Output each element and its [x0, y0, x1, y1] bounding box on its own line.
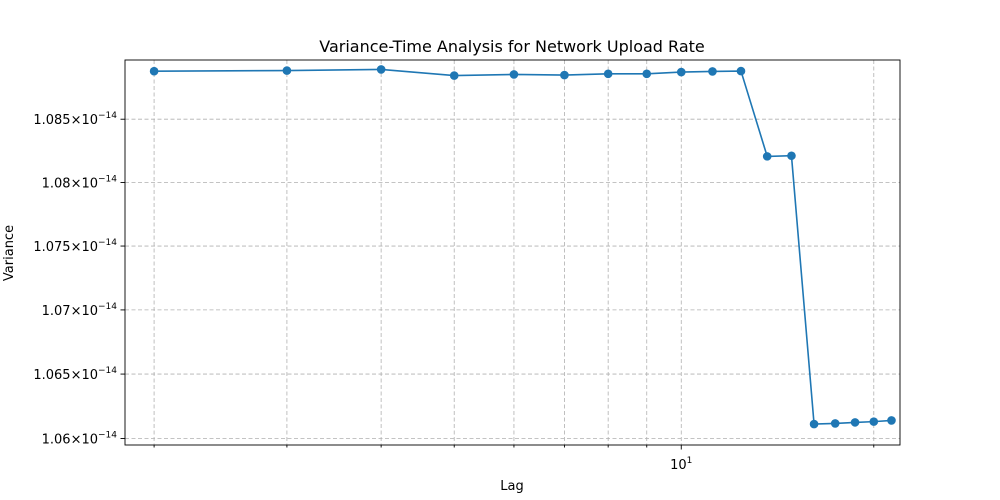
- data-point: [509, 70, 519, 79]
- x-axis-label: Lag: [500, 479, 523, 494]
- data-point: [603, 69, 613, 79]
- data-point: [850, 418, 860, 427]
- data-point: [809, 419, 819, 429]
- y-tick-label: 1.085×10−14: [33, 111, 117, 128]
- data-point: [708, 67, 717, 76]
- data-point: [869, 417, 879, 426]
- series-layer: [149, 65, 896, 429]
- y-tick-label: 1.06×10−14: [42, 431, 118, 448]
- chart-title: Variance-Time Analysis for Network Uploa…: [319, 37, 704, 56]
- y-axis-label: Variance: [2, 225, 17, 281]
- tick-layer: 101 1.06×10−14 1.065×10−14 1.07×10−14 1.075×…: [33, 111, 875, 473]
- data-point: [449, 71, 459, 80]
- y-tick-label: 1.065×10−14: [33, 366, 117, 383]
- data-point: [736, 66, 746, 76]
- data-point: [676, 67, 686, 77]
- data-point: [787, 151, 796, 161]
- data-point: [149, 66, 159, 76]
- data-point: [762, 152, 772, 161]
- series-line: [154, 68, 892, 425]
- data-point: [830, 419, 840, 428]
- data-point: [376, 65, 386, 74]
- y-tick-label: 1.07×10−14: [42, 302, 118, 319]
- data-point: [282, 66, 292, 75]
- x-tick-label: 101: [670, 456, 692, 473]
- plot-frame: [124, 59, 901, 446]
- grid-layer: [125, 60, 900, 445]
- data-point: [560, 70, 569, 80]
- y-tick-label: 1.075×10−14: [33, 238, 117, 255]
- y-tick-label: 1.08×10−14: [42, 174, 118, 191]
- data-point: [887, 416, 896, 425]
- data-point: [642, 69, 652, 79]
